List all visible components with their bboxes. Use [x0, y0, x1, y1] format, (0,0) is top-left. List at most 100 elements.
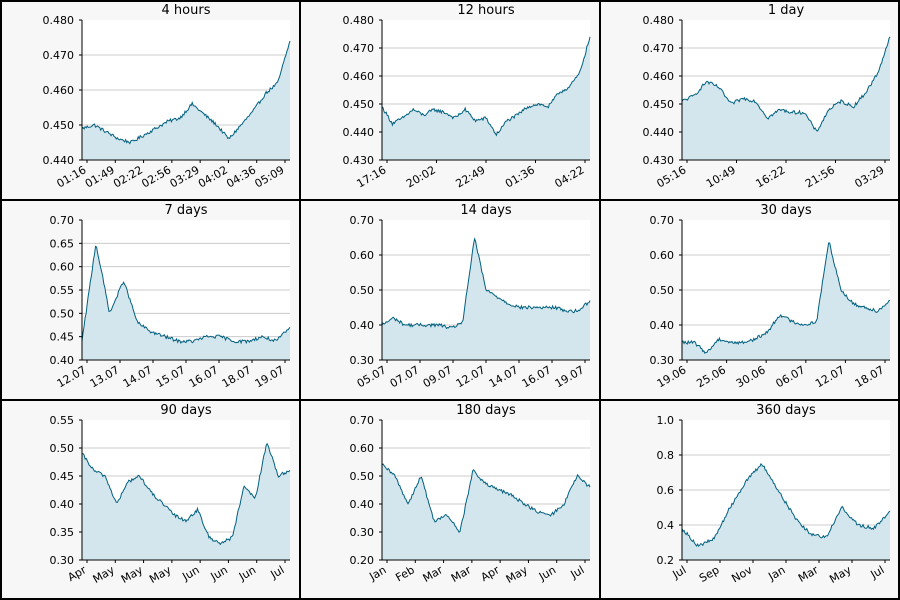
y-tick-label: 0.30 — [650, 354, 675, 367]
chart-title: 4 hours — [162, 3, 211, 18]
y-tick-label: 1.0 — [657, 414, 675, 427]
y-tick-label: 0.430 — [643, 154, 675, 167]
data-point — [778, 313, 781, 316]
data-point — [277, 475, 280, 478]
data-point — [122, 279, 125, 282]
x-tick-label: 03:29 — [168, 163, 202, 190]
x-tick-label: Jun — [179, 563, 201, 583]
y-tick-label: 0.40 — [50, 498, 75, 511]
chart-title: 7 days — [164, 203, 207, 218]
chart-title: 180 days — [456, 403, 516, 418]
y-tick-label: 0.30 — [350, 526, 375, 539]
grid-divider-h2 — [0, 399, 900, 401]
data-point — [443, 111, 446, 114]
x-tick-label: 01:16 — [55, 163, 89, 190]
x-tick-label: 02:56 — [139, 163, 173, 190]
data-point — [876, 72, 879, 75]
data-point — [289, 326, 292, 329]
data-point — [166, 120, 169, 123]
data-point — [247, 340, 250, 343]
y-tick-label: 0.40 — [350, 319, 375, 332]
x-tick-label: Sep — [697, 563, 721, 585]
x-tick-label: Mar — [449, 563, 474, 585]
x-tick-label: Jan — [765, 563, 787, 583]
x-tick-label: 04:36 — [224, 163, 258, 190]
data-point — [227, 138, 230, 141]
y-tick-label: 0.40 — [50, 354, 75, 367]
y-tick-label: 0.70 — [350, 214, 375, 227]
data-point — [857, 524, 860, 527]
y-tick-label: 0.70 — [350, 414, 375, 427]
data-point — [717, 86, 720, 89]
data-point — [485, 117, 488, 120]
data-point — [840, 100, 843, 103]
grid-divider-v2 — [599, 0, 601, 600]
data-point — [185, 519, 188, 522]
data-point — [565, 310, 568, 313]
x-tick-label: 19.07 — [553, 363, 587, 390]
panel-30-days: 0.30 0.40 0.50 0.60 0.70 19.06 25.06 30.06 06.07… — [600, 200, 900, 400]
y-tick-label: 0.55 — [50, 284, 75, 297]
data-point — [803, 111, 806, 114]
data-point — [92, 469, 95, 472]
y-tick-label: 0.55 — [50, 414, 75, 427]
data-point — [825, 536, 828, 539]
data-point — [108, 312, 111, 315]
series-area — [82, 41, 290, 160]
data-point — [391, 122, 394, 125]
x-tick-label: 07.07 — [388, 363, 422, 390]
data-point — [178, 340, 181, 343]
y-tick-label: 0.45 — [50, 331, 75, 344]
data-point — [705, 352, 708, 355]
data-point — [138, 475, 141, 478]
data-point — [827, 108, 830, 111]
y-tick-label: 0.50 — [650, 284, 675, 297]
x-tick-label: Nov — [729, 563, 755, 585]
grid-divider-h1 — [0, 199, 900, 201]
data-point — [889, 510, 892, 513]
data-point — [196, 508, 199, 511]
data-point — [252, 110, 255, 113]
data-point — [761, 462, 764, 465]
data-point — [191, 103, 194, 106]
y-tick-label: 0.70 — [650, 214, 675, 227]
data-point — [453, 117, 456, 120]
data-point — [104, 475, 107, 478]
data-point — [105, 131, 108, 134]
y-tick-label: 0.60 — [50, 261, 75, 274]
x-tick-label: Jul — [568, 563, 587, 581]
x-tick-label: 02:22 — [111, 163, 145, 190]
data-point — [219, 335, 222, 338]
x-tick-label: May — [119, 563, 146, 586]
data-point — [203, 113, 206, 116]
data-point — [745, 480, 748, 483]
data-point — [840, 289, 843, 292]
data-point — [415, 324, 418, 327]
data-point — [420, 475, 423, 478]
data-point — [240, 124, 243, 127]
data-point — [537, 511, 540, 514]
y-tick-label: 0.45 — [50, 470, 75, 483]
x-tick-label: 05.07 — [355, 363, 389, 390]
data-point — [473, 236, 476, 239]
y-tick-label: 0.65 — [50, 237, 75, 250]
series-line — [81, 40, 291, 145]
series-line — [681, 242, 891, 354]
data-point — [576, 475, 579, 478]
data-point — [889, 35, 892, 38]
y-tick-label: 0.440 — [343, 126, 375, 139]
x-tick-label: 01:36 — [503, 163, 537, 190]
x-tick-label: 14.07 — [121, 363, 155, 390]
data-point — [161, 503, 164, 506]
x-tick-label: Jun — [208, 563, 230, 583]
data-point — [777, 489, 780, 492]
data-point — [589, 35, 592, 38]
data-point — [464, 108, 467, 111]
data-point — [242, 486, 245, 489]
series-area — [382, 36, 590, 160]
x-tick-label: Mar — [421, 563, 446, 585]
x-tick-label: 09.07 — [421, 363, 455, 390]
data-point — [459, 531, 462, 534]
data-point — [563, 503, 566, 506]
